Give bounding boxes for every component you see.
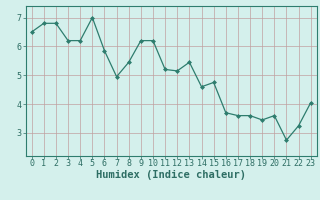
X-axis label: Humidex (Indice chaleur): Humidex (Indice chaleur) <box>96 170 246 180</box>
